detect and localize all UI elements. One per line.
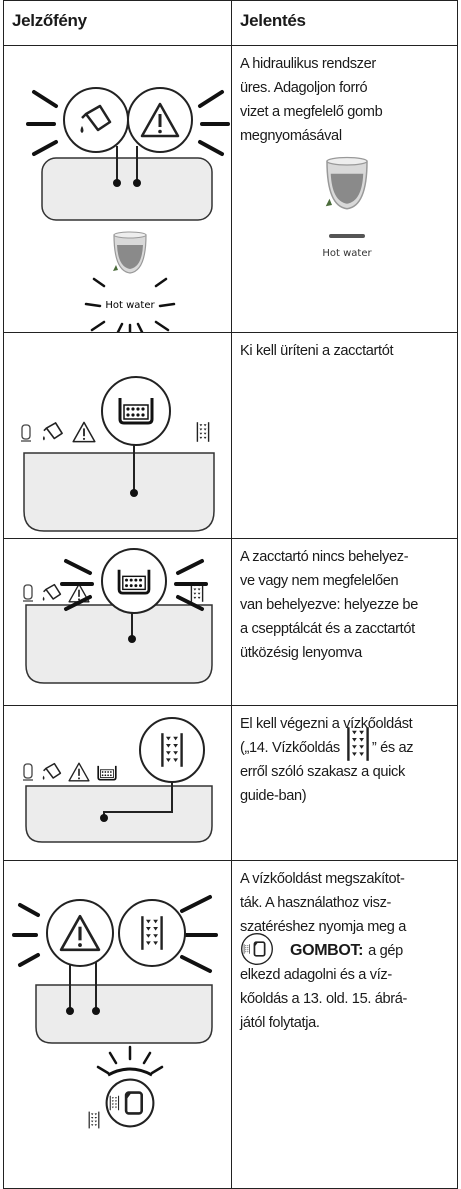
figure-cell: Hot water (4, 46, 232, 333)
text-line: vizet a megfelelő gomb (240, 104, 383, 120)
text-line: ütközésig lenyomva (240, 645, 362, 661)
text-span: a gép (368, 943, 403, 959)
text-line: a csepptálcát és a zacctartót (240, 621, 415, 637)
meaning-cell: Ki kell üríteni a zacctartót (232, 333, 457, 539)
text-line: kőoldás a 13. old. 15. ábrá- (240, 991, 408, 1007)
indicator-figure (22, 548, 213, 684)
figure-cell (4, 706, 232, 861)
text-line: van behelyezve: helyezze be (240, 597, 418, 613)
figure-label: Hot water (105, 300, 155, 311)
button-label: Hot water (322, 248, 372, 259)
table: Jelzőfény Jelentés Hot water A hidraulik… (3, 0, 458, 1189)
indicator-figure (20, 376, 215, 532)
header-cell: Jelzőfény (4, 1, 232, 46)
text-line: A hidraulikus rendszer (240, 56, 376, 72)
text-span: („14. Vízkőoldás (240, 740, 340, 756)
text-line: Ki kell üríteni a zacctartót (240, 343, 394, 359)
text-line: El kell végezni a vízkőoldást (240, 716, 413, 732)
indicator-figure (12, 895, 218, 1129)
text-line: jától folytatja. (240, 1015, 320, 1031)
inline-icon (240, 932, 274, 966)
indicator-figure (22, 717, 213, 843)
text-line: szatéréshez nyomja meg a (240, 919, 406, 935)
text-line: guide-ban) (240, 788, 307, 804)
text-line: üres. Adagoljon forró (240, 80, 368, 96)
text-line: GOMBOT: a gép (240, 939, 449, 963)
meaning-text: El kell végezni a vízkőoldást („14. Vízkő… (232, 706, 457, 808)
text-line: ve vagy nem megfelelően (240, 573, 399, 589)
text-line: ták. A használathoz visz- (240, 895, 392, 911)
meaning-cell: A vízkőoldást megszakítot-ták. A használ… (232, 861, 457, 1188)
text-line: A zacctartó nincs behelyez- (240, 549, 409, 565)
header-cell: Jelentés (232, 1, 457, 46)
text-line: elkezd adagolni és a víz- (240, 967, 392, 983)
meaning-cell: A zacctartó nincs behelyez-ve vagy nem m… (232, 539, 457, 706)
meaning-text: A vízkőoldást megszakítot-ták. A használ… (232, 861, 457, 1035)
figure-cell (4, 539, 232, 706)
text-line: megnyomásával (240, 128, 342, 144)
text-line: („14. Vízkőoldás ” és az (240, 726, 449, 763)
figure-cell (4, 333, 232, 539)
meaning-cell: A hidraulikus rendszer üres. Adagoljon fo… (232, 46, 457, 333)
text-line: erről szóló szakasz a quick (240, 764, 405, 780)
indicator-figure: Hot water (26, 87, 230, 332)
meaning-text: Ki kell üríteni a zacctartót (232, 333, 457, 363)
meaning-text: A hidraulikus rendszer üres. Adagoljon fo… (232, 46, 457, 148)
button-figure: Hot water (322, 156, 373, 259)
meaning-cell: El kell végezni a vízkőoldást („14. Vízkő… (232, 706, 457, 861)
figure-cell (4, 861, 232, 1188)
text-line: A vízkőoldást megszakítot- (240, 871, 405, 887)
text-bold: GOMBOT: (290, 942, 364, 959)
text-span: ” és az (371, 740, 414, 756)
inline-icon (346, 726, 369, 763)
meaning-text: A zacctartó nincs behelyez-ve vagy nem m… (232, 539, 457, 665)
